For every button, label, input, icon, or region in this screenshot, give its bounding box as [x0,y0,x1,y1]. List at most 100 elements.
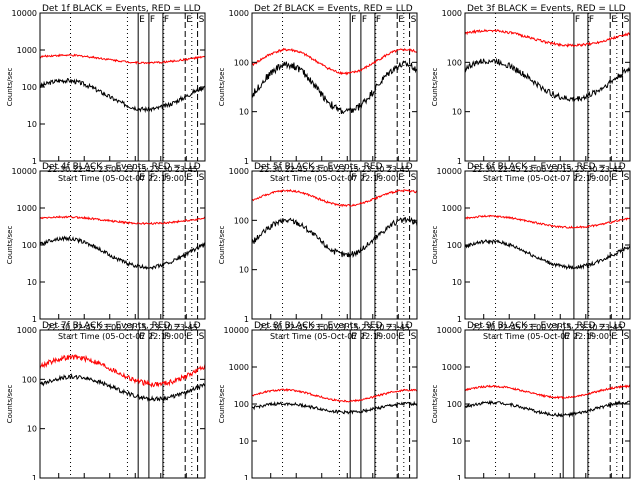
series-lld [252,188,417,208]
flag-label: F [589,173,594,183]
x-tick-label: 23:15 [124,323,147,332]
y-tick-label: 10 [239,108,249,117]
y-axis-label: Counts/sec [431,385,439,424]
x-tick-label: 23:45 [175,323,198,332]
y-tick-label: 1 [32,157,37,166]
y-tick-label: 1 [244,474,249,480]
y-tick-label: 10000 [437,326,462,335]
x-tick-label: 23:30 [149,165,172,174]
y-tick-label: 10 [27,425,37,434]
x-tick-label: 22:45 [285,323,308,332]
flag-label: F [150,173,155,183]
x-tick-label: 22:30 [259,165,282,174]
flag-label: F [575,332,580,342]
y-tick-label: 100 [22,83,37,92]
series-lld [40,53,205,65]
y-tick-label: 100 [22,241,37,250]
series-lld [465,384,630,400]
x-axis-label: Start Time (05-Oct-07 22:19:00) [270,332,399,341]
panel-title: Det 3f BLACK = Events, RED = LLD [467,4,626,14]
x-axis-label: Start Time (05-Oct-07 22:19:00) [483,332,612,341]
flag-label: S [624,15,630,25]
series-lld [40,353,205,388]
y-tick-label: 10 [452,437,462,446]
y-tick-label: 10 [27,120,37,129]
plot-frame [251,12,418,162]
y-axis-label: Counts/sec [431,68,439,107]
plot-frame [251,170,418,320]
flag-label: S [411,173,417,183]
y-axis-label: Counts/sec [218,385,226,424]
y-tick-label: 10 [452,108,462,117]
flag-label: F [164,332,169,342]
y-axis-label: Counts/sec [218,68,226,107]
flag-label: S [199,332,205,342]
x-tick-label: 22:30 [259,323,282,332]
panel-title: Det 1f BLACK = Events, RED = LLD [42,4,201,14]
plot-frame [39,329,206,479]
x-tick-label: 23:45 [600,165,623,174]
flag-label: E [398,173,404,183]
flag-label: E [186,173,192,183]
series-events [465,57,630,103]
series-lld [40,215,205,225]
y-axis-label: Counts/sec [431,226,439,265]
flag-label: F [351,173,356,183]
x-axis-label: Start Time (05-Oct-07 22:19:00) [58,332,187,341]
panel-title: Det 6f BLACK = Events, RED = LLD [467,162,626,172]
flag-label: F [575,173,580,183]
flag-label: E [611,173,617,183]
y-tick-label: 10 [239,437,249,446]
x-axis-label: Start Time (05-Oct-07 22:19:00) [270,174,399,183]
flag-label: F [362,15,367,25]
x-tick-label: 23:45 [387,165,410,174]
plot-frame [39,12,206,162]
flag-label: E [139,173,145,183]
x-tick-label: 23:30 [361,323,384,332]
flag-label: F [362,332,367,342]
flag-label: E [351,332,357,342]
x-tick-label: 22:30 [472,323,495,332]
flag-label: S [624,332,630,342]
x-tick-label: 23:30 [149,323,172,332]
flag-label: S [199,15,205,25]
flag-label: F [164,173,169,183]
y-tick-label: 100 [22,375,37,384]
x-tick-label: 23:45 [387,323,410,332]
flag-label: S [199,173,205,183]
panel-title: Det 7f BLACK = Events, RED = LLD [42,321,201,331]
panel-title: Det 8f BLACK = Events, RED = LLD [254,321,413,331]
panel-title: Det 5f BLACK = Events, RED = LLD [254,162,413,172]
series-events [252,400,417,415]
series-events [465,399,630,418]
series-lld [465,214,630,229]
series-events [40,235,205,271]
x-tick-label: 22:45 [73,165,96,174]
series-events [465,239,630,271]
plot-frame [464,170,631,320]
x-tick-label: 23:15 [336,323,359,332]
x-tick-label: 22:30 [47,165,70,174]
flag-label: F [351,15,356,25]
x-tick-label: 23:30 [574,323,597,332]
flag-label: E [186,15,192,25]
y-tick-label: 100 [447,241,462,250]
flag-label: F [376,15,381,25]
series-events [252,216,417,259]
y-axis-label: Counts/sec [6,385,14,424]
flag-label: F [575,15,580,25]
plot-frame [464,329,631,479]
x-axis-label: Start Time (05-Oct-07 22:19:00) [483,174,612,183]
y-tick-label: 1000 [17,204,37,213]
y-tick-label: 1 [244,315,249,324]
x-tick-label: 23:15 [549,323,572,332]
x-tick-label: 23:00 [523,165,546,174]
